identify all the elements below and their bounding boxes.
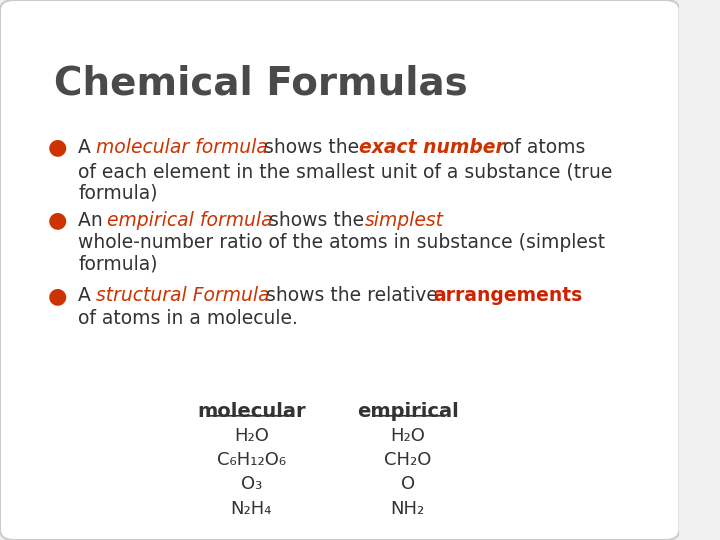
Text: A: A	[78, 286, 97, 305]
Text: shows the: shows the	[264, 211, 371, 229]
Text: shows the: shows the	[258, 138, 365, 157]
Text: molecular formula: molecular formula	[96, 138, 268, 157]
Text: C₆H₁₂O₆: C₆H₁₂O₆	[217, 451, 286, 469]
Text: empirical formula: empirical formula	[107, 211, 273, 229]
Text: ●: ●	[48, 138, 67, 158]
Text: formula): formula)	[78, 184, 158, 202]
Text: of each element in the smallest unit of a substance (true: of each element in the smallest unit of …	[78, 162, 613, 181]
Text: of atoms in a molecule.: of atoms in a molecule.	[78, 309, 298, 328]
Text: Chemical Formulas: Chemical Formulas	[54, 65, 468, 103]
Text: structural Formula: structural Formula	[96, 286, 269, 305]
Text: exact number: exact number	[359, 138, 505, 157]
Text: CH₂O: CH₂O	[384, 451, 431, 469]
FancyBboxPatch shape	[0, 0, 680, 540]
Text: N₂H₄: N₂H₄	[230, 500, 272, 517]
Text: ●: ●	[48, 211, 67, 231]
Text: O₃: O₃	[240, 475, 262, 493]
Text: formula): formula)	[78, 255, 158, 274]
Text: ●: ●	[48, 286, 67, 306]
Text: whole-number ratio of the atoms in substance (simplest: whole-number ratio of the atoms in subst…	[78, 233, 606, 252]
Text: of atoms: of atoms	[497, 138, 585, 157]
Text: shows the relative: shows the relative	[260, 286, 444, 305]
Text: A: A	[78, 138, 97, 157]
Text: O: O	[400, 475, 415, 493]
Text: empirical: empirical	[357, 402, 459, 421]
Text: molecular: molecular	[197, 402, 306, 421]
Text: arrangements: arrangements	[433, 286, 582, 305]
Text: H₂O: H₂O	[234, 427, 269, 444]
Text: simplest: simplest	[364, 211, 444, 229]
Text: An: An	[78, 211, 109, 229]
Text: NH₂: NH₂	[390, 500, 425, 517]
Text: H₂O: H₂O	[390, 427, 425, 444]
